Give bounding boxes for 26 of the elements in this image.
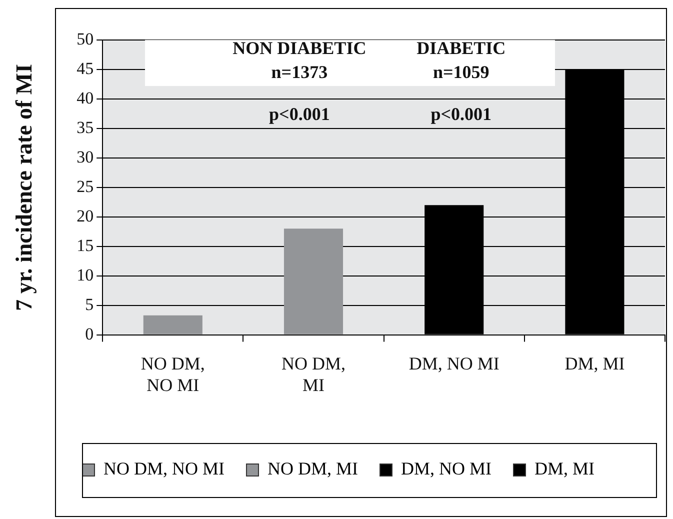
y-tick-label: 0 bbox=[85, 324, 94, 344]
x-tick-label: NO DM, NO MI bbox=[140, 353, 205, 395]
annotation: p<0.001 bbox=[430, 104, 492, 124]
annotation: p<0.001 bbox=[269, 104, 330, 124]
annotation: DIABETIC bbox=[416, 38, 506, 58]
y-tick-label: 30 bbox=[76, 147, 94, 166]
y-tick-label: 10 bbox=[76, 265, 94, 284]
annotation: n=1373 bbox=[271, 62, 328, 82]
legend-label: NO DM, MI bbox=[267, 458, 358, 479]
annotation: n=1059 bbox=[432, 62, 490, 82]
annotation: NON DIABETIC bbox=[232, 38, 366, 58]
x-tick-label: DM, MI bbox=[564, 353, 625, 374]
y-axis-title: 7 yr. incidence rate of MI bbox=[12, 64, 37, 311]
y-tick-label: 35 bbox=[76, 118, 94, 137]
y-tick-label: 25 bbox=[76, 176, 94, 196]
y-tick-label: 5 bbox=[85, 294, 94, 314]
y-tick-label: 45 bbox=[76, 58, 94, 78]
legend-label: DM, MI bbox=[534, 458, 595, 479]
x-tick-label: NO DM, MI bbox=[281, 353, 346, 395]
x-tick-label: DM, NO MI bbox=[408, 353, 500, 374]
legend-label: DM, NO MI bbox=[401, 458, 492, 479]
y-tick-label: 15 bbox=[76, 236, 94, 255]
y-tick-label: 40 bbox=[76, 88, 94, 108]
y-tick-label: 50 bbox=[76, 29, 94, 48]
legend-label: NO DM, NO MI bbox=[104, 458, 225, 479]
y-tick-label: 20 bbox=[76, 206, 94, 226]
